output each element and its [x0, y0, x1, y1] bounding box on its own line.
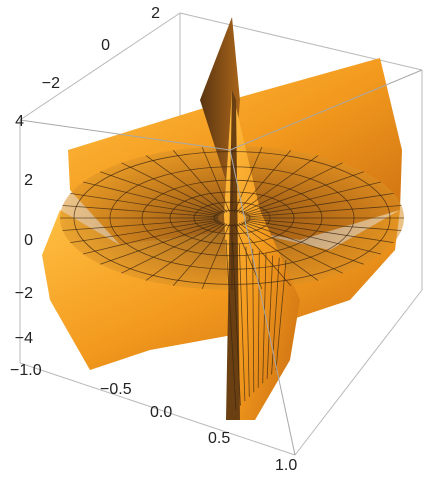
- mesh-radial-line: [242, 221, 364, 265]
- mesh-radial-line: [245, 219, 394, 243]
- mesh-radial-line: [172, 223, 228, 286]
- mesh-radial-line: [62, 205, 219, 218]
- x-tick-label: −1.0: [10, 362, 42, 379]
- y-tick-label: 2: [151, 5, 160, 22]
- z-tick-label: −2: [15, 285, 33, 302]
- mesh-radial-line: [201, 146, 230, 213]
- mesh-fin-line: [266, 255, 274, 379]
- mesh-radial-line: [236, 150, 292, 213]
- mesh-radial-line: [70, 193, 219, 217]
- z-tick-label: 2: [24, 172, 33, 189]
- mesh-fin-line: [232, 242, 241, 406]
- x-tick-label: −0.5: [100, 381, 132, 398]
- mesh-radial-line: [70, 219, 219, 243]
- x-tick-label: 1.0: [275, 457, 297, 474]
- mesh-fin-line: [238, 244, 246, 402]
- box-front-edges: [19, 69, 423, 456]
- mesh-radial-line: [121, 162, 224, 214]
- tick-labels: −4 −2 0 2 4 −1.0 −0.5 0.0 0.5 1.0 −2 0 2: [10, 5, 297, 474]
- mesh-radial-line: [244, 181, 382, 216]
- mesh-radial-line: [100, 171, 222, 215]
- mesh-radial-line: [245, 218, 402, 231]
- mesh-fin-line: [275, 259, 287, 371]
- mesh-radial-line: [145, 222, 226, 281]
- mesh-radial-line: [234, 146, 263, 213]
- mesh-radial-line: [245, 193, 394, 217]
- mesh-fin-line: [257, 251, 260, 388]
- mesh-fin-line: [225, 239, 237, 411]
- mesh-radial-line: [121, 222, 224, 274]
- mesh-radial-line: [201, 223, 230, 290]
- mesh-radial-line: [238, 155, 319, 214]
- mesh-radial-line: [82, 181, 220, 216]
- mesh-radial-line: [145, 155, 226, 214]
- z-tick-label: 0: [24, 232, 33, 249]
- mesh-radial-line: [236, 223, 292, 286]
- mesh-radial-line: [238, 222, 319, 281]
- mesh-radial-line: [62, 218, 219, 231]
- mesh-radial-line: [240, 222, 343, 274]
- mesh-radial-line: [244, 220, 382, 255]
- surface: [42, 17, 404, 420]
- x-tick-label: 0.0: [150, 404, 172, 421]
- mesh-radial-line: [100, 221, 222, 265]
- z-tick-label: 4: [15, 113, 24, 130]
- mesh-radial-line: [242, 171, 364, 215]
- y-tick-label: −2: [42, 75, 60, 92]
- z-tick-label: −4: [15, 330, 33, 347]
- mesh-fin-line: [245, 246, 250, 397]
- box-back-edges: [19, 12, 423, 456]
- mesh-radial-line: [245, 205, 402, 218]
- mesh-fin-line: [271, 257, 280, 375]
- mesh-fin-line: [252, 248, 255, 393]
- mesh-radial-line: [240, 162, 343, 214]
- mesh-fin-line: [262, 253, 267, 384]
- mesh-radial-line: [172, 150, 228, 213]
- mesh-radial-line: [82, 220, 220, 255]
- x-tick-label: 0.5: [208, 430, 230, 447]
- y-tick-label: 0: [101, 37, 110, 54]
